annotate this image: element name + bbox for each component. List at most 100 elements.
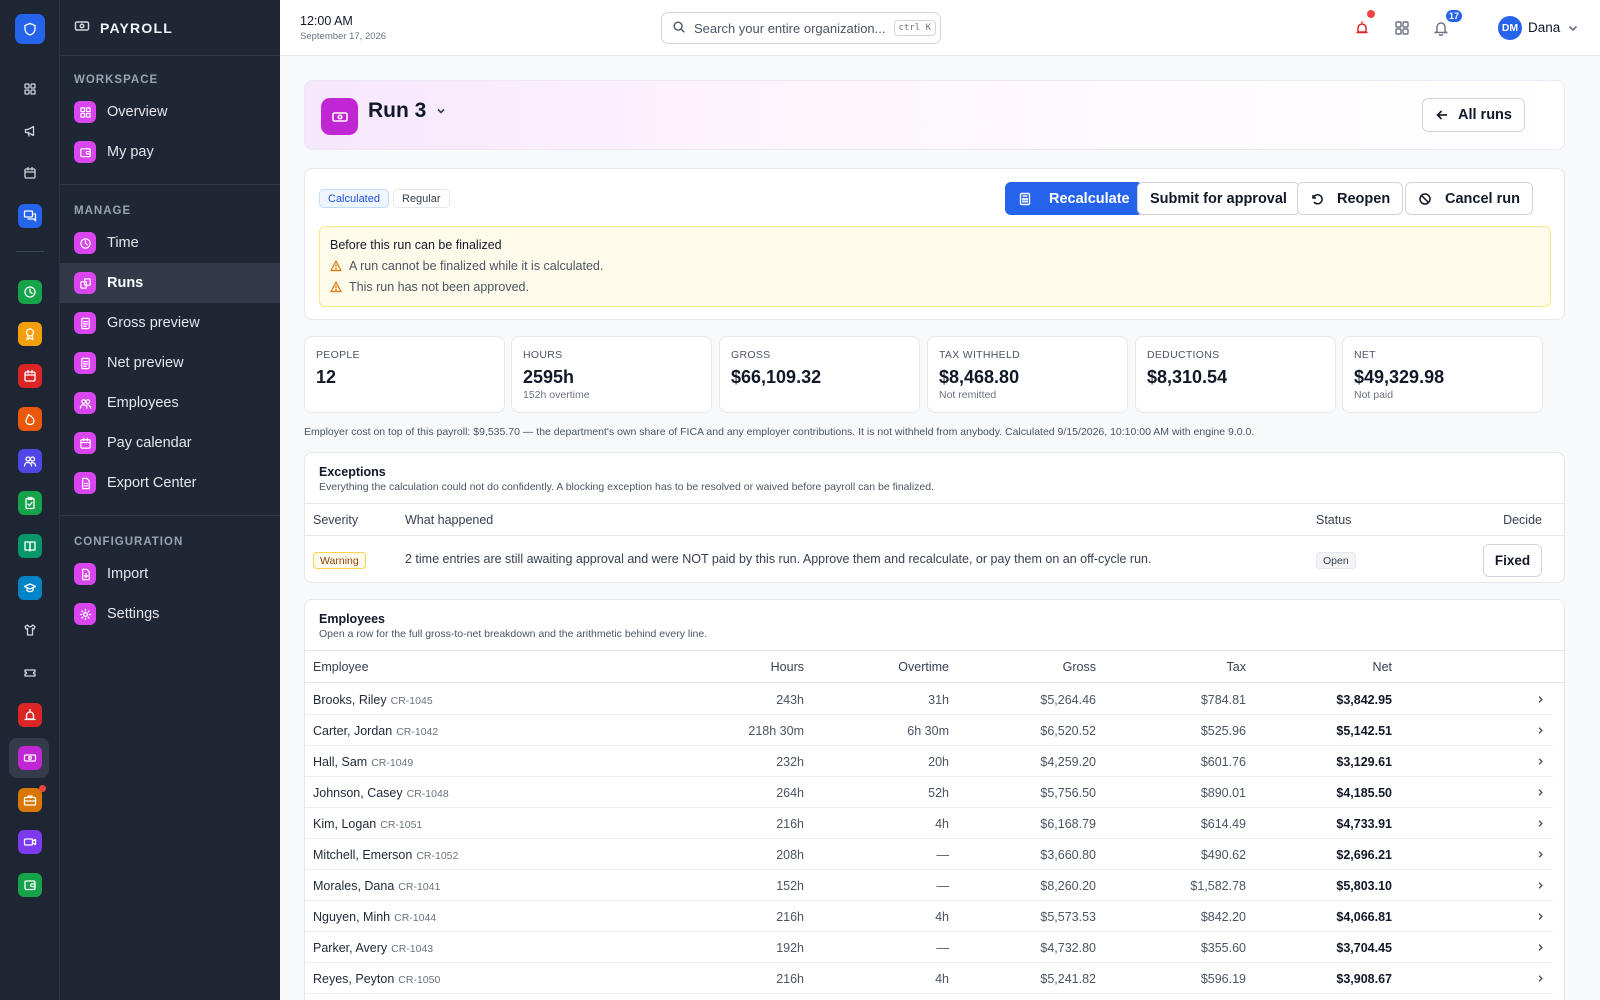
rail-item-ticket[interactable] <box>0 654 60 692</box>
rail-item-shirt[interactable] <box>0 611 60 649</box>
column-tax: Tax <box>1226 660 1246 674</box>
tax-cell: $525.96 <box>1200 724 1246 738</box>
rail-item-chat[interactable] <box>0 197 60 235</box>
rail-item-briefcase[interactable] <box>0 781 60 819</box>
notification-dot <box>39 785 46 792</box>
reopen-label: Reopen <box>1337 190 1391 207</box>
chevron-right-icon[interactable] <box>1535 756 1546 767</box>
fixed-button[interactable]: Fixed <box>1483 544 1542 577</box>
avatar[interactable]: DM <box>1498 16 1522 40</box>
sidebar-item-net-preview[interactable]: Net preview <box>60 343 280 383</box>
sidebar-item-runs[interactable]: Runs <box>60 263 280 303</box>
calendar-icon <box>74 432 96 454</box>
recalculate-button[interactable]: Recalculate <box>1005 182 1143 215</box>
hours-cell: 152h <box>776 879 804 893</box>
employee-name: Carter, Jordan <box>313 724 393 738</box>
rail-item-grid[interactable] <box>0 70 60 108</box>
sidebar-item-gross-preview[interactable]: Gross preview <box>60 303 280 343</box>
sidebar-item-employees[interactable]: Employees <box>60 383 280 423</box>
table-row[interactable]: Hall, Sam CR-1049 232h 20h $4,259.20 $601.76 $… <box>305 746 1553 777</box>
employee-name: Morales, Dana <box>313 879 395 893</box>
chevron-right-icon[interactable] <box>1535 880 1546 891</box>
table-row[interactable]: Brooks, Riley CR-1045 243h 31h $5,264.46 $784… <box>305 684 1553 715</box>
people-icon <box>74 392 96 414</box>
table-row[interactable]: Nguyen, Minh CR-1044 216h 4h $5,573.53 $842.2… <box>305 901 1553 932</box>
sidebar-item-settings[interactable]: Settings <box>60 594 280 634</box>
employee-cell: Morales, Dana CR-1041 <box>313 879 440 893</box>
sidebar-item-time[interactable]: Time <box>60 223 280 263</box>
rail-item-badge[interactable] <box>0 315 60 353</box>
chevron-down-icon[interactable] <box>435 105 447 117</box>
employee-name: Kim, Logan <box>313 817 377 831</box>
search-input[interactable]: Search your entire organization... ctrl … <box>661 12 941 44</box>
chevron-right-icon[interactable] <box>1535 849 1546 860</box>
chevron-right-icon[interactable] <box>1535 911 1546 922</box>
employee-id: CR-1048 <box>406 788 449 800</box>
all-runs-button[interactable]: All runs <box>1422 98 1525 132</box>
rail-item-video[interactable] <box>0 823 60 861</box>
arrow-left-icon <box>1436 110 1447 120</box>
table-row[interactable]: Johnson, Casey CR-1048 264h 52h $5,756.50 $89… <box>305 777 1553 808</box>
sidebar-header: PAYROLL <box>60 0 280 56</box>
rail-item-graduation[interactable] <box>0 569 60 607</box>
briefcase-icon <box>18 785 46 812</box>
sidebar-item-label: My pay <box>107 144 154 160</box>
rail-item-wallet[interactable] <box>0 866 60 904</box>
sidebar-item-export-center[interactable]: Export Center <box>60 463 280 503</box>
sidebar-item-label: Overview <box>107 104 168 120</box>
alarm-icon[interactable] <box>1352 10 1375 38</box>
rail-item-alarm[interactable] <box>0 696 60 734</box>
sidebar-item-overview[interactable]: Overview <box>60 92 280 132</box>
chevron-right-icon[interactable] <box>1535 694 1546 705</box>
overtime-cell: 52h <box>928 786 949 800</box>
table-row[interactable]: Parker, Avery CR-1043 192h — $4,732.80 $355.6… <box>305 932 1553 963</box>
chat-icon <box>18 204 42 228</box>
chevron-right-icon[interactable] <box>1535 973 1546 984</box>
rail-item-people[interactable] <box>0 442 60 480</box>
table-row[interactable]: Morales, Dana CR-1041 152h — $8,260.20 $1,582… <box>305 870 1553 901</box>
net-cell: $5,142.51 <box>1336 724 1392 738</box>
chevron-right-icon[interactable] <box>1535 787 1546 798</box>
chevron-right-icon[interactable] <box>1535 818 1546 829</box>
stat-card-tax-withheld: TAX WITHHELD $8,468.80 Not remitted <box>927 336 1128 413</box>
sidebar-item-my-pay[interactable]: My pay <box>60 132 280 172</box>
chevron-right-icon[interactable] <box>1535 725 1546 736</box>
bell-icon[interactable]: 17 <box>1431 9 1463 38</box>
chevron-down-icon[interactable] <box>1566 21 1580 35</box>
cancel-run-button[interactable]: Cancel run <box>1405 182 1533 215</box>
employees-subtitle: Open a row for the full gross-to-net bre… <box>319 628 708 640</box>
reopen-button[interactable]: Reopen <box>1297 182 1404 215</box>
stat-subtext: 152h overtime <box>523 389 590 401</box>
sidebar-item-import[interactable]: Import <box>60 554 280 594</box>
table-row[interactable]: Kim, Logan CR-1051 216h 4h $6,168.79 $614.49 $… <box>305 808 1553 839</box>
rail-item-calendar[interactable] <box>0 154 60 192</box>
sidebar-item-pay-calendar[interactable]: Pay calendar <box>60 423 280 463</box>
rail-item-megaphone[interactable] <box>0 112 60 150</box>
gear-icon <box>74 603 96 625</box>
rail-item-clock[interactable] <box>0 273 60 311</box>
employee-name: Hall, Sam <box>313 755 368 769</box>
sidebar-section-label: WORKSPACE <box>74 74 159 86</box>
rail-item-shield[interactable] <box>0 10 60 48</box>
clipboard-icon <box>18 491 42 515</box>
employee-name: Reyes, Peyton <box>313 972 395 986</box>
table-row[interactable]: Mitchell, Emerson CR-1052 208h — $3,660.80 $4… <box>305 839 1553 870</box>
overtime-cell: — <box>936 848 950 862</box>
rail-item-clipboard[interactable] <box>0 484 60 522</box>
sidebar-divider <box>60 184 280 185</box>
rail-item-calendar[interactable] <box>0 357 60 395</box>
grid-icon <box>18 77 42 101</box>
table-row[interactable]: Carter, Jordan CR-1042 218h 30m 6h 30m $6,52… <box>305 715 1553 746</box>
user-name[interactable]: Dana <box>1528 20 1561 35</box>
overtime-cell: 20h <box>928 755 949 769</box>
employee-cell: Nguyen, Minh CR-1044 <box>313 910 436 924</box>
overtime-cell: 4h <box>935 972 949 986</box>
rail-item-payroll[interactable] <box>0 738 60 778</box>
submit-for-approval-button[interactable]: Submit for approval <box>1137 182 1300 215</box>
chevron-right-icon[interactable] <box>1535 942 1546 953</box>
rail-item-flame[interactable] <box>0 400 60 438</box>
employee-cell: Johnson, Casey CR-1048 <box>313 786 449 800</box>
apps-grid-icon[interactable] <box>1392 18 1412 38</box>
table-row[interactable]: Reyes, Peyton CR-1050 216h 4h $5,241.82 $596.… <box>305 963 1553 994</box>
rail-item-book[interactable] <box>0 527 60 565</box>
